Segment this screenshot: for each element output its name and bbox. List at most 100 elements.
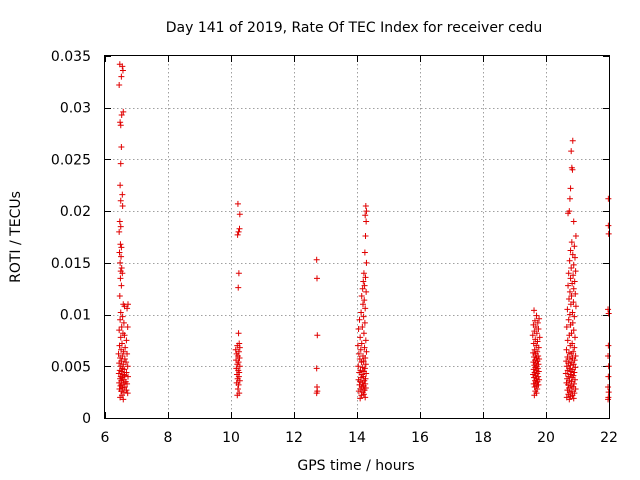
data-point (117, 122, 124, 129)
data-point (363, 208, 370, 215)
data-point (565, 316, 572, 323)
y-tick-label: 0.025 (51, 152, 91, 168)
data-point (568, 350, 575, 357)
data-point (117, 316, 124, 323)
data-point (531, 374, 538, 381)
data-point (117, 275, 124, 282)
data-point (572, 303, 579, 310)
data-point (534, 338, 541, 345)
x-tick-label: 6 (101, 430, 110, 446)
data-points (115, 61, 612, 403)
data-point (536, 315, 543, 322)
data-point (361, 365, 368, 372)
data-point (123, 369, 130, 376)
data-point (119, 385, 126, 392)
data-point (568, 265, 575, 272)
data-point (566, 195, 573, 202)
data-point (605, 222, 612, 229)
data-point (569, 280, 576, 287)
data-point (359, 323, 366, 330)
data-point (564, 306, 571, 313)
data-point (605, 310, 612, 317)
y-axis-tick-labels: 0 0.005 0.01 0.015 0.02 0.025 0.03 0.035 (51, 49, 91, 427)
data-point (120, 348, 127, 355)
data-point (362, 337, 369, 344)
data-point (570, 395, 577, 402)
data-point (119, 313, 126, 320)
data-point (119, 202, 126, 209)
y-tick-label: 0.035 (51, 49, 91, 65)
data-point (562, 370, 569, 377)
data-point (605, 230, 612, 237)
data-point (357, 346, 364, 353)
data-point (571, 334, 578, 341)
data-point (530, 359, 537, 366)
data-point (530, 349, 537, 356)
data-point (124, 390, 131, 397)
data-point (362, 212, 369, 219)
data-point (119, 67, 126, 74)
data-point (358, 340, 365, 347)
data-point (120, 389, 127, 396)
data-point (361, 282, 368, 289)
data-point (116, 360, 123, 367)
data-point (359, 379, 366, 386)
data-point (363, 259, 370, 266)
data-point (117, 197, 124, 204)
data-point (116, 228, 123, 235)
data-point (361, 344, 368, 351)
data-point (235, 381, 242, 388)
data-point (566, 356, 573, 363)
y-tick-label: 0.005 (51, 359, 91, 375)
data-point (236, 377, 243, 384)
data-point (236, 211, 243, 218)
data-point (361, 319, 368, 326)
data-point (530, 366, 537, 373)
data-point (567, 247, 574, 254)
data-point (564, 337, 571, 344)
data-point (117, 160, 124, 167)
data-point (567, 321, 574, 328)
plot-frame (104, 55, 610, 419)
data-point (115, 370, 122, 377)
y-tick-label: 0.015 (51, 256, 91, 272)
data-point (118, 73, 125, 80)
x-axis-tick-labels: 6 8 10 12 14 16 18 20 22 (101, 430, 618, 446)
data-point (121, 332, 128, 339)
data-point (118, 388, 125, 395)
data-point (313, 256, 320, 263)
data-point (360, 278, 367, 285)
data-point (124, 305, 131, 312)
data-point (563, 323, 570, 330)
data-point (571, 254, 578, 261)
data-point (572, 268, 579, 275)
data-point (571, 369, 578, 376)
data-point (358, 359, 365, 366)
data-point (118, 265, 125, 272)
data-point (605, 396, 612, 403)
data-point (605, 383, 612, 390)
data-point (568, 368, 575, 375)
data-point (536, 334, 543, 341)
data-point (116, 292, 123, 299)
data-point (361, 297, 368, 304)
data-point (313, 390, 320, 397)
data-point (565, 282, 572, 289)
data-point (567, 185, 574, 192)
data-point (362, 355, 369, 362)
data-point (605, 363, 612, 370)
data-point (355, 363, 362, 370)
data-point (118, 253, 125, 260)
data-point (116, 342, 123, 349)
data-point (569, 251, 576, 258)
data-point (567, 275, 574, 282)
data-point (567, 393, 574, 400)
data-point (605, 389, 612, 396)
data-point (235, 228, 242, 235)
data-point (117, 334, 124, 341)
data-point (564, 367, 571, 374)
data-point (363, 370, 370, 377)
data-point (361, 249, 368, 256)
data-point (565, 210, 572, 217)
x-tick-label: 20 (537, 430, 555, 446)
